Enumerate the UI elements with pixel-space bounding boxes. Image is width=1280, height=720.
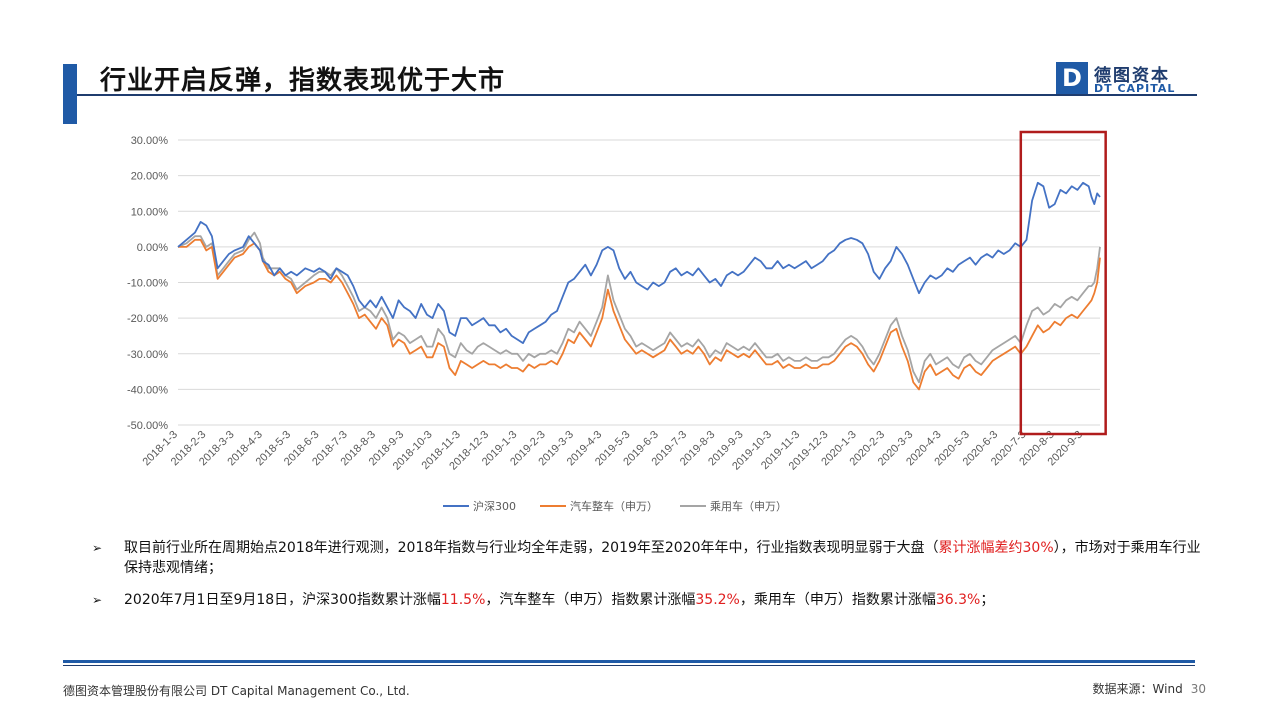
y-tick-label: -10.00% [127,278,168,290]
commentary-list: ➢ 取目前行业所在周期始点2018年进行观测，2018年指数与行业均全年走弱，2… [92,538,1212,622]
bullet-item-2: ➢ 2020年7月1日至9月18日，沪深300指数累计涨幅11.5%，汽车整车（… [92,590,1212,610]
y-tick-label: -30.00% [127,349,168,361]
bullet-item-1: ➢ 取目前行业所在周期始点2018年进行观测，2018年指数与行业均全年走弱，2… [92,538,1212,578]
y-tick-label: -20.00% [127,313,168,325]
title-divider [77,94,1197,96]
bullet-2-hs300-gain: 11.5% [440,592,486,608]
footer-company: 德图资本管理股份有限公司 DT Capital Management Co., … [63,684,410,698]
y-tick-label: 30.00% [131,135,169,147]
index-line-chart: 30.00% 20.00% 10.00% 0.00% -10.00% -20.00% -30… [127,130,1107,513]
arrow-bullet-icon: ➢ [92,593,103,607]
bullet-2-text-a: 2020年7月1日至9月18日，沪深300指数累计涨幅 [124,592,441,608]
y-tick-label: -40.00% [127,384,168,396]
footer-source: 数据来源：Wind 30 [1093,680,1206,697]
data-source: 数据来源：Wind [1092,682,1183,696]
arrow-bullet-icon: ➢ [92,541,103,555]
legend-label-hs300: 沪深300 [473,499,516,513]
y-tick-label: 20.00% [131,171,169,183]
logo-english-name: DT CAPITAL [1094,82,1176,95]
logo-mark-icon: D [1056,62,1088,94]
highlight-box [1019,130,1107,436]
bullet-1-highlight: 累计涨幅差约30% [938,540,1054,556]
legend-label-auto: 汽车整车（申万） [570,499,658,513]
logo-chinese-name: 德图资本 [1094,66,1170,86]
series-line-car [177,231,1101,384]
legend-label-car: 乘用车（申万） [710,499,787,513]
series-line-auto [178,238,1101,391]
page-number: 30 [1190,682,1206,696]
bullet-2-text-b: ，汽车整车（申万）指数累计涨幅 [485,592,696,608]
footer-divider-thin [63,665,1195,666]
bullet-2-auto-gain: 35.2% [695,592,740,608]
bullet-2-car-gain: 36.3% [935,592,981,608]
bullet-1-text-b: ），市场对于乘用车行业保持悲观情绪； [124,540,1201,576]
y-tick-label: 10.00% [131,206,169,218]
company-logo: D 德图资本 DT CAPITAL [1056,62,1196,96]
page-title: 行业开启反弹，指数表现优于大市 [100,66,506,96]
bullet-2-text-d: ； [980,592,995,608]
footer-divider [63,660,1195,663]
series-line-hs300 [177,181,1101,344]
bullet-2-text-c: ，乘用车（申万）指数累计涨幅 [739,592,936,608]
bullet-1-text-a: 取目前行业所在周期始点2018年进行观测，2018年指数与行业均全年走弱，201… [124,540,939,556]
y-tick-label: -50.00% [127,420,168,432]
title-accent-bar [63,64,77,124]
y-tick-label: 0.00% [137,242,168,254]
